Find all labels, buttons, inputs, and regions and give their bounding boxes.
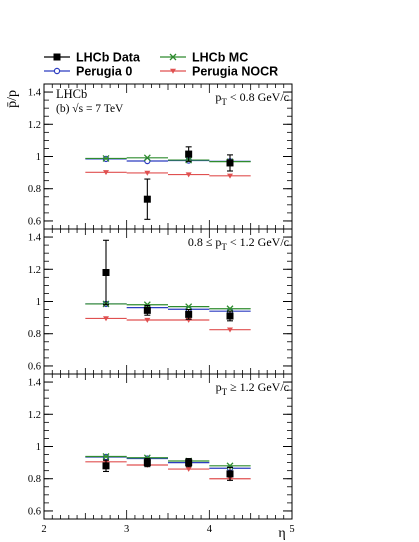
- data-point: [143, 306, 151, 314]
- y-tick-label: 0.8: [28, 329, 41, 340]
- data-point: [143, 459, 151, 467]
- y-tick-label: 1.4: [28, 233, 42, 244]
- x-tick-label: 3: [124, 524, 129, 535]
- data-point: [227, 173, 233, 179]
- data-point: [226, 470, 234, 478]
- data-point: [185, 303, 193, 311]
- legend-label: Perugia NOCR: [192, 65, 278, 79]
- x-tick-label: 2: [41, 524, 46, 535]
- series-perugia-nocr: [85, 316, 251, 333]
- y-tick-label: 1.2: [28, 120, 41, 131]
- panel-label: pT < 0.8 GeV/c: [215, 90, 289, 107]
- y-tick-label: 0.8: [28, 184, 41, 195]
- data-point: [103, 316, 109, 322]
- legend: LHCb Data LHCb MC Perugia 0 Perugia NOCR: [44, 51, 278, 79]
- panels: 0.6 0.8 1 1.2 1.4 pT < 0.8 GeV/c LHCb(b) √s = …: [5, 83, 295, 541]
- legend-item-perugia-0: Perugia 0: [44, 65, 132, 79]
- data-point: [143, 301, 151, 309]
- legend-marker: [53, 67, 61, 75]
- data-point: [144, 317, 151, 323]
- y-tick-label: 0.6: [28, 216, 41, 227]
- series-lhcb-mc: [85, 154, 251, 166]
- x-tick-label: 5: [289, 524, 294, 535]
- legend-marker: [53, 53, 61, 61]
- y-axis-label: p̄/p: [5, 90, 20, 108]
- series-perugia-0: [85, 300, 251, 315]
- y-tick-label: 1.2: [28, 410, 41, 421]
- data-point: [226, 312, 234, 320]
- data-point: [102, 154, 110, 162]
- panel-label: pT ≥ 1.2 GeV/c: [216, 380, 289, 397]
- legend-marker: [169, 53, 177, 61]
- x-axis-label: η: [278, 526, 285, 541]
- series-perugia-nocr: [85, 170, 251, 179]
- data-point: [185, 172, 192, 178]
- y-tick-label: 0.6: [28, 506, 41, 517]
- energy-label: (b) √s = 7 TeV: [56, 102, 124, 115]
- legend-label: Perugia 0: [76, 65, 132, 79]
- data-point: [144, 170, 151, 176]
- legend-label: LHCb Data: [76, 51, 141, 65]
- legend-marker: [170, 68, 176, 74]
- legend-item-lhcb-mc: LHCb MC: [160, 51, 248, 65]
- series-lhcb-data: [102, 458, 234, 481]
- data-point: [185, 466, 192, 472]
- data-point: [226, 159, 234, 167]
- data-point: [143, 195, 151, 203]
- y-tick-label: 0.8: [28, 474, 41, 485]
- panel-3: 0.6 0.8 1 1.2 1.4 2 3 4 5 pT ≥ 1.2 GeV/c η: [28, 373, 295, 541]
- panel-frame: [43, 373, 293, 520]
- y-tick-label: 0.6: [28, 361, 41, 372]
- series-lhcb-data: [143, 146, 234, 220]
- panel-2: 0.6 0.8 1 1.2 1.4 0.8 ≤ pT < 1.2 GeV/c: [28, 228, 293, 375]
- data-point: [102, 269, 110, 276]
- legend-label: LHCb MC: [192, 51, 248, 65]
- series-lhcb-mc: [85, 300, 251, 313]
- y-tick-label: 1.2: [28, 265, 41, 276]
- data-point: [103, 170, 109, 176]
- panel-1: 0.6 0.8 1 1.2 1.4 pT < 0.8 GeV/c LHCb(b) √s = …: [5, 83, 293, 230]
- data-point: [185, 310, 193, 318]
- x-tick-label: 4: [207, 524, 213, 535]
- data-point: [185, 459, 193, 467]
- y-tick-label: 1.4: [28, 378, 42, 389]
- data-point: [185, 150, 193, 158]
- series-lhcb-mc: [85, 453, 251, 470]
- series-lhcb-data: [102, 239, 234, 322]
- data-point: [102, 462, 110, 470]
- y-tick-label: 1: [36, 297, 41, 308]
- experiment-label: LHCb: [56, 87, 87, 101]
- legend-item-perugia-nocr: Perugia NOCR: [160, 65, 278, 79]
- y-tick-label: 1: [36, 152, 41, 163]
- y-tick-label: 1: [36, 442, 41, 453]
- data-point: [102, 453, 110, 460]
- data-point: [227, 327, 233, 333]
- panel-label: 0.8 ≤ pT < 1.2 GeV/c: [188, 235, 289, 252]
- data-point: [143, 154, 151, 162]
- panel-frame: [43, 228, 293, 375]
- legend-item-lhcb-data: LHCb Data: [44, 51, 141, 65]
- y-tick-label: 1.4: [28, 88, 42, 99]
